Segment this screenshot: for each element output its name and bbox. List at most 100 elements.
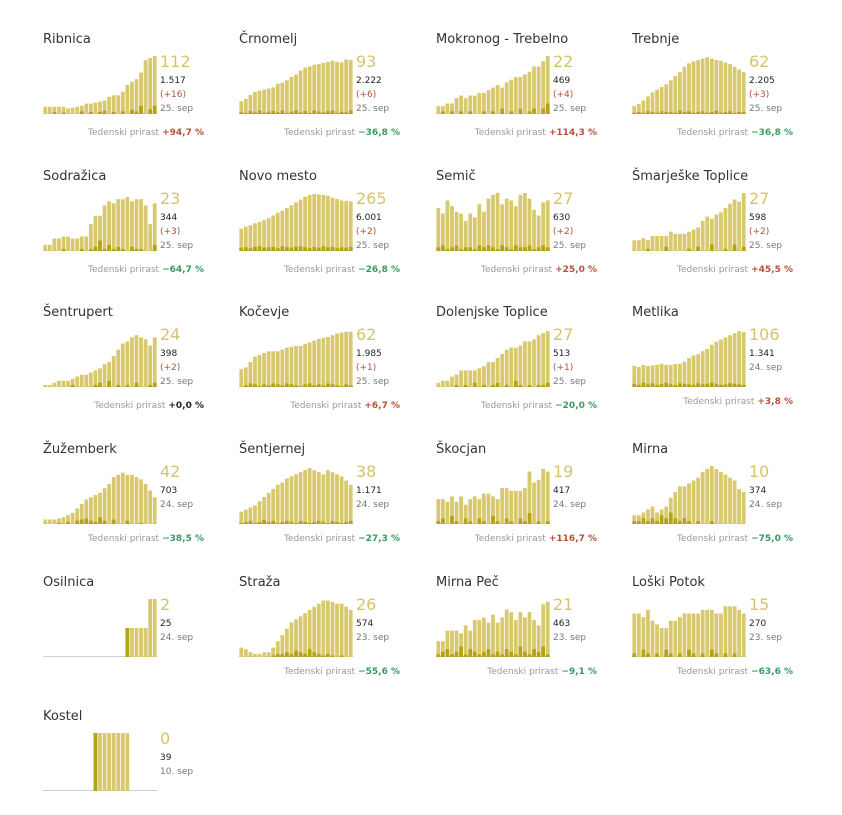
active-bar xyxy=(134,335,139,387)
new-cases-bar xyxy=(454,521,459,524)
new-cases-bar xyxy=(130,109,134,114)
total-cases-value: 703 xyxy=(160,486,178,496)
active-bar xyxy=(243,367,248,387)
new-cases-bar xyxy=(696,246,700,251)
active-bar xyxy=(102,488,107,524)
active-bar xyxy=(43,384,48,387)
new-cases-bar xyxy=(298,520,303,524)
active-bar xyxy=(545,601,550,657)
sparkline-bars xyxy=(239,331,353,387)
active-bar xyxy=(266,88,271,114)
daily-change-value: (+4) xyxy=(553,90,574,100)
active-bar xyxy=(454,501,459,524)
active-bar xyxy=(253,653,257,657)
new-cases-bar xyxy=(700,384,705,387)
active-bar xyxy=(312,193,317,251)
new-cases-bar xyxy=(152,105,157,114)
new-cases-bar xyxy=(275,248,280,251)
active-bar xyxy=(275,641,280,657)
new-cases-bar xyxy=(289,384,294,387)
active-bar xyxy=(248,225,253,251)
active-bar xyxy=(79,105,84,114)
new-cases-bar xyxy=(536,651,541,657)
municipality-name: Metlika xyxy=(632,305,679,320)
new-cases-bar xyxy=(472,651,477,657)
new-cases-bar xyxy=(307,383,312,387)
active-bar xyxy=(280,210,285,251)
new-cases-bar xyxy=(134,111,139,114)
active-bar xyxy=(732,333,737,387)
new-cases-bar xyxy=(312,521,317,524)
active-bar xyxy=(440,641,445,657)
new-cases-bar xyxy=(723,384,728,387)
active-bar xyxy=(545,56,550,114)
daily-change-value: (+1) xyxy=(553,363,574,373)
new-cases-bar xyxy=(655,112,659,114)
weekly-growth: Tedenski prirast −36,8 % xyxy=(284,128,400,139)
sparkline-bars xyxy=(436,56,550,114)
new-cases-bar xyxy=(687,649,691,657)
new-cases-bar xyxy=(504,518,509,524)
new-cases-bar xyxy=(294,522,298,524)
new-cases-bar xyxy=(655,653,659,658)
new-cases-bar xyxy=(257,246,262,251)
active-bar xyxy=(723,337,728,387)
new-cases-bar xyxy=(527,654,532,657)
new-cases-bar xyxy=(89,111,93,114)
active-bar xyxy=(719,60,723,114)
active-bar xyxy=(312,606,317,657)
new-cases-bar xyxy=(714,383,719,387)
new-cases-bar xyxy=(723,653,728,658)
new-cases-bar xyxy=(335,112,339,114)
new-cases-bar xyxy=(741,111,746,114)
new-cases-bar xyxy=(445,649,450,657)
active-bar xyxy=(275,212,280,251)
active-bar xyxy=(143,483,148,524)
new-cases-bar xyxy=(316,111,321,114)
active-bar xyxy=(312,470,317,524)
active-bar xyxy=(673,620,678,657)
new-cases-bar xyxy=(275,384,280,387)
new-cases-bar xyxy=(664,246,669,251)
new-cases-bar xyxy=(93,521,98,524)
active-bar xyxy=(728,203,732,251)
new-cases-bar xyxy=(504,649,509,657)
municipality-name: Straža xyxy=(239,575,281,590)
active-bar xyxy=(732,199,737,251)
active-bar xyxy=(339,476,344,524)
weekly-growth-value: −38,5 % xyxy=(162,534,204,544)
active-bar xyxy=(450,206,454,251)
new-cases-bar xyxy=(326,111,330,114)
active-bar xyxy=(682,66,687,114)
active-bar xyxy=(239,228,244,251)
active-bar xyxy=(130,201,134,251)
active-bar xyxy=(523,341,527,387)
active-bar xyxy=(527,71,532,114)
municipality-name: Osilnica xyxy=(43,575,95,590)
active-bar xyxy=(243,98,248,114)
active-bar xyxy=(491,496,495,524)
weekly-growth-value: −64,7 % xyxy=(162,265,204,275)
active-bar xyxy=(289,476,294,524)
weekly-growth-value: −75,0 % xyxy=(751,534,793,544)
new-cases-bar xyxy=(482,384,486,387)
new-cases-bar xyxy=(741,384,746,387)
active-bar xyxy=(107,733,111,791)
new-cases-bar xyxy=(440,111,445,114)
new-cases-bar xyxy=(632,383,637,387)
active-bar xyxy=(316,194,321,251)
active-bar xyxy=(298,70,303,114)
weekly-growth-label: Tedenski prirast xyxy=(677,265,749,275)
active-cases-value: 22 xyxy=(553,52,574,71)
new-cases-bar xyxy=(468,649,473,657)
new-cases-bar xyxy=(275,112,280,114)
new-cases-bar xyxy=(330,246,335,251)
new-cases-bar xyxy=(98,382,102,387)
active-bar xyxy=(243,649,248,657)
new-cases-bar xyxy=(650,383,655,387)
active-bar xyxy=(125,197,130,251)
new-cases-bar xyxy=(450,515,454,524)
active-bar xyxy=(253,223,257,251)
active-bar xyxy=(737,201,742,251)
new-cases-bar xyxy=(732,653,737,658)
